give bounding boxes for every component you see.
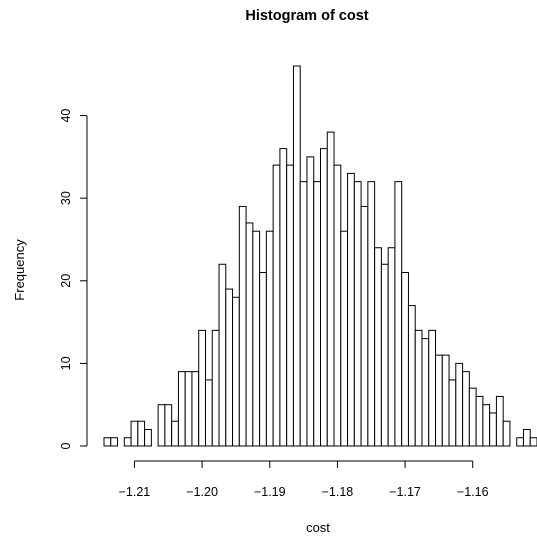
histogram-bar [475, 395, 484, 447]
histogram-bar [164, 404, 173, 447]
x-tick-label: −1.19 [254, 485, 286, 499]
histogram-bar [265, 230, 274, 447]
histogram-bar [232, 296, 240, 447]
histogram-bar [157, 404, 166, 447]
histogram-bar [516, 437, 524, 447]
histogram-bar [272, 164, 281, 447]
histogram-bar [191, 371, 200, 447]
histogram-bar [320, 148, 328, 447]
histogram-bar [468, 387, 477, 447]
histogram-bar [238, 205, 247, 447]
histogram-bar [103, 437, 112, 447]
y-tick-label: 40 [59, 109, 73, 123]
histogram-bar [421, 338, 430, 447]
x-tick-label: −1.21 [119, 485, 151, 499]
histogram-bar [435, 354, 443, 447]
x-tick-label: −1.17 [389, 485, 421, 499]
histogram-bar [225, 288, 234, 447]
histogram-bar [502, 420, 511, 447]
histogram-bar [177, 371, 186, 447]
histogram-bar [353, 181, 362, 447]
histogram-bar [279, 148, 288, 447]
histogram-bar [360, 205, 369, 447]
x-tick-label: −1.20 [186, 485, 218, 499]
histogram-bar [394, 181, 403, 447]
x-tick-label: −1.18 [322, 485, 354, 499]
histogram-bar [448, 379, 457, 447]
y-tick-label: 20 [59, 274, 73, 288]
histogram-bar [144, 428, 152, 447]
y-tick-label: 0 [59, 442, 73, 449]
histogram-bar [313, 181, 322, 447]
histogram-bar [441, 354, 450, 447]
histogram-bar [401, 272, 409, 447]
histogram-bar [428, 329, 437, 447]
histogram-bar [482, 404, 491, 447]
histogram-bar [367, 181, 376, 447]
histogram-bar [333, 164, 342, 447]
histogram-bar [455, 362, 464, 447]
histogram-bar [184, 371, 193, 447]
bars-group [103, 65, 537, 447]
histogram-bar [218, 263, 227, 447]
histogram-bar [211, 329, 220, 447]
histogram-bar [299, 181, 308, 447]
histogram-bar [171, 420, 179, 447]
histogram-bar [252, 230, 261, 447]
histogram-bar [110, 437, 119, 447]
histogram-bar [198, 329, 206, 447]
histogram-bar [380, 263, 389, 447]
y-tick-label: 30 [59, 191, 73, 205]
histogram-bar [137, 420, 146, 447]
histogram-bar [245, 222, 254, 447]
histogram-bar [414, 329, 423, 447]
histogram-bar [292, 65, 301, 447]
histogram-bar [123, 437, 132, 447]
histogram-bar [495, 395, 504, 447]
histogram-bar [522, 428, 531, 447]
histogram-bar [130, 420, 139, 447]
histogram-bar [462, 371, 470, 447]
y-tick-label: 10 [59, 356, 73, 370]
histogram-bar [347, 172, 355, 447]
histogram-bar [489, 412, 497, 447]
histogram-bar [204, 379, 213, 447]
histogram-bar [340, 230, 349, 447]
x-axis: −1.21 −1.20 −1.19 −1.18 −1.17 −1.16 [119, 460, 489, 499]
histogram-bar [286, 164, 294, 447]
x-axis-label: cost [306, 520, 330, 535]
histogram-bar [306, 156, 315, 447]
histogram-bar [326, 131, 335, 447]
y-axis-label: Frequency [12, 239, 27, 301]
chart-title: Histogram of cost [245, 8, 368, 24]
histogram-bar [529, 437, 537, 447]
x-tick-label: −1.16 [457, 485, 489, 499]
histogram-bar [407, 305, 416, 447]
histogram-bar [387, 247, 396, 447]
y-axis: 0 10 20 30 40 [59, 109, 88, 449]
histogram-bar [259, 272, 267, 447]
histogram-bar [374, 247, 382, 447]
